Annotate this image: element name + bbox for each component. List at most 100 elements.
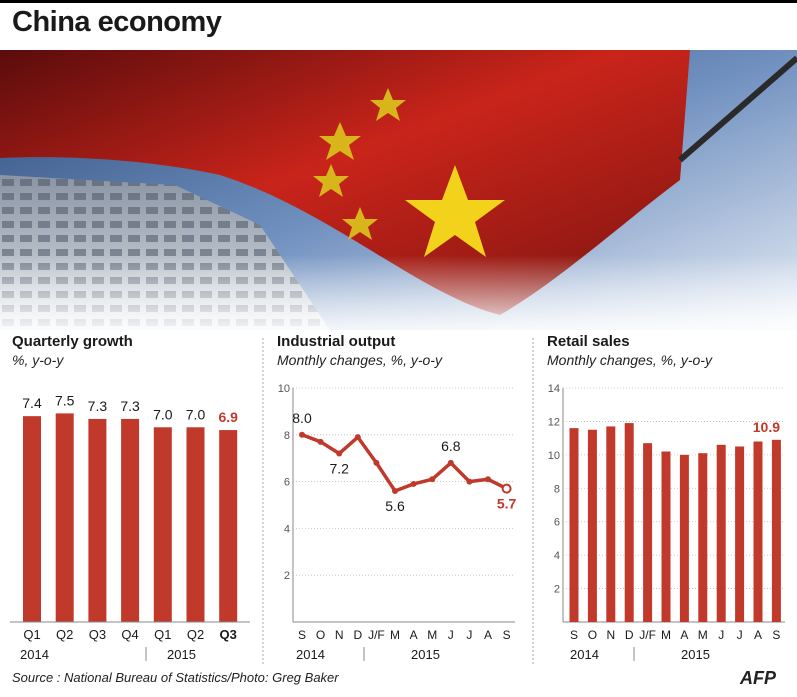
industrial-y-tick-label: 4 xyxy=(284,523,290,535)
industrial-value-label: 6.8 xyxy=(441,438,461,454)
retail-bar xyxy=(661,451,671,622)
quarterly-value-label: 7.3 xyxy=(88,398,108,414)
quarterly-bar xyxy=(23,416,41,622)
industrial-month-label: A xyxy=(484,628,492,642)
retail-bar xyxy=(643,443,653,622)
retail-month-label: M xyxy=(698,628,708,642)
quarterly-category-label: Q3 xyxy=(89,627,106,642)
industrial-data-point xyxy=(447,459,454,466)
industrial-month-label: J/F xyxy=(368,628,385,642)
industrial-output-subtitle: Monthly changes, %, y-o-y xyxy=(277,352,442,368)
quarterly-value-label: 7.5 xyxy=(55,392,75,408)
industrial-output-title: Industrial output xyxy=(277,333,396,350)
quarterly-bar xyxy=(88,418,107,622)
quarterly-growth-subtitle: %, y-o-y xyxy=(12,352,64,368)
top-rule xyxy=(0,0,797,3)
retail-bar xyxy=(716,444,726,622)
retail-bar xyxy=(753,441,763,622)
industrial-value-label: 7.2 xyxy=(329,461,349,477)
quarterly-year-label: 2015 xyxy=(167,647,196,662)
industrial-data-point xyxy=(336,450,343,457)
retail-month-label: J xyxy=(737,628,743,642)
industrial-y-tick-label: 6 xyxy=(284,477,290,489)
industrial-month-label: D xyxy=(353,628,362,642)
retail-bar xyxy=(771,439,781,622)
industrial-month-label: N xyxy=(335,628,344,642)
industrial-month-label: O xyxy=(316,628,325,642)
source-note: Source : National Bureau of Statistics/P… xyxy=(12,670,339,685)
quarterly-category-label: Q1 xyxy=(154,627,171,642)
retail-month-label: J/F xyxy=(639,628,656,642)
retail-bar xyxy=(735,446,745,622)
industrial-month-label: S xyxy=(298,628,306,642)
retail-y-tick-label: 6 xyxy=(554,517,560,529)
industrial-value-label: 5.7 xyxy=(497,496,517,512)
quarterly-category-label: Q1 xyxy=(23,627,40,642)
industrial-year-label: 2014 xyxy=(296,647,325,662)
retail-value-label: 10.9 xyxy=(753,419,780,435)
retail-year-label: 2014 xyxy=(570,647,599,662)
quarterly-growth-title: Quarterly growth xyxy=(12,333,133,350)
industrial-data-point xyxy=(317,438,324,445)
industrial-month-label: A xyxy=(410,628,418,642)
industrial-data-point xyxy=(485,476,491,483)
quarterly-value-label: 7.3 xyxy=(120,398,140,414)
retail-y-tick-label: 2 xyxy=(554,584,560,596)
industrial-month-label: J xyxy=(466,628,472,642)
retail-y-tick-label: 12 xyxy=(548,416,560,428)
industrial-series-line xyxy=(301,433,508,493)
page-title: China economy xyxy=(12,6,222,38)
retail-month-label: A xyxy=(680,628,688,642)
quarterly-bar xyxy=(219,430,238,622)
retail-month-label: S xyxy=(570,628,578,642)
industrial-data-point xyxy=(429,476,436,483)
industrial-data-point xyxy=(299,431,305,438)
retail-bar xyxy=(606,426,616,622)
industrial-value-label: 8.0 xyxy=(292,410,312,426)
retail-y-tick-label: 4 xyxy=(554,550,560,562)
quarterly-bar xyxy=(121,418,140,622)
retail-sales-subtitle: Monthly changes, %, y-o-y xyxy=(547,352,712,368)
retail-month-label: D xyxy=(625,628,634,642)
retail-year-label: 2015 xyxy=(681,647,710,662)
industrial-data-point xyxy=(373,459,380,466)
retail-month-label: M xyxy=(661,628,671,642)
retail-y-tick-label: 8 xyxy=(554,483,560,495)
retail-bar xyxy=(587,429,597,622)
retail-month-label: N xyxy=(606,628,615,642)
industrial-data-point xyxy=(410,480,417,487)
retail-sales-title: Retail sales xyxy=(547,333,630,350)
retail-bar xyxy=(698,453,708,622)
industrial-data-point xyxy=(466,478,473,485)
quarterly-category-label: Q3 xyxy=(220,627,237,642)
industrial-month-label: S xyxy=(503,628,511,642)
industrial-month-label: M xyxy=(427,628,437,642)
industrial-month-label: M xyxy=(390,628,400,642)
industrial-y-tick-label: 2 xyxy=(284,570,290,582)
quarterly-year-label: 2014 xyxy=(20,647,49,662)
quarterly-bar xyxy=(153,427,172,622)
industrial-year-label: 2015 xyxy=(411,647,440,662)
industrial-data-point xyxy=(501,483,512,494)
retail-bar xyxy=(679,454,689,622)
retail-month-label: A xyxy=(754,628,762,642)
quarterly-bar xyxy=(186,427,205,622)
industrial-month-label: J xyxy=(448,628,454,642)
industrial-y-tick-label: 8 xyxy=(284,430,290,442)
retail-month-label: O xyxy=(588,628,597,642)
quarterly-value-label: 6.9 xyxy=(218,409,238,425)
quarterly-value-label: 7.0 xyxy=(153,406,173,422)
quarterly-category-label: Q2 xyxy=(56,627,73,642)
industrial-data-point xyxy=(354,434,361,441)
retail-month-label: J xyxy=(718,628,724,642)
quarterly-category-label: Q4 xyxy=(121,627,138,642)
industrial-data-point xyxy=(392,487,398,494)
quarterly-category-label: Q2 xyxy=(187,627,204,642)
quarterly-value-label: 7.4 xyxy=(22,395,42,411)
quarterly-bar xyxy=(55,413,74,622)
afp-logo: AFP xyxy=(740,668,776,688)
retail-bar xyxy=(624,423,634,622)
retail-y-tick-label: 10 xyxy=(548,450,560,462)
retail-bar xyxy=(569,428,579,622)
industrial-value-label: 5.6 xyxy=(385,498,405,514)
